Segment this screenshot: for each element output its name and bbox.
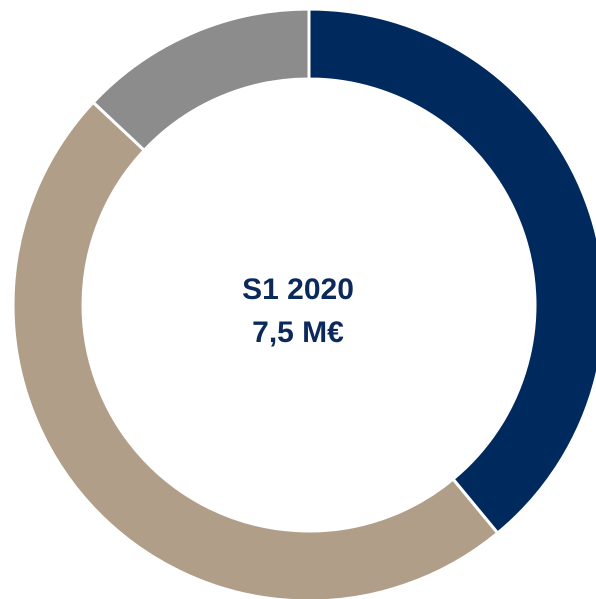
center-label-period: S1 2020 [242, 273, 354, 306]
donut-slice-3 [91, 7, 311, 153]
donut-slice-2 [11, 100, 500, 599]
donut-slices [11, 7, 596, 599]
center-label-total: 7,5 M€ [252, 316, 344, 349]
donut-slice-1 [307, 7, 596, 536]
